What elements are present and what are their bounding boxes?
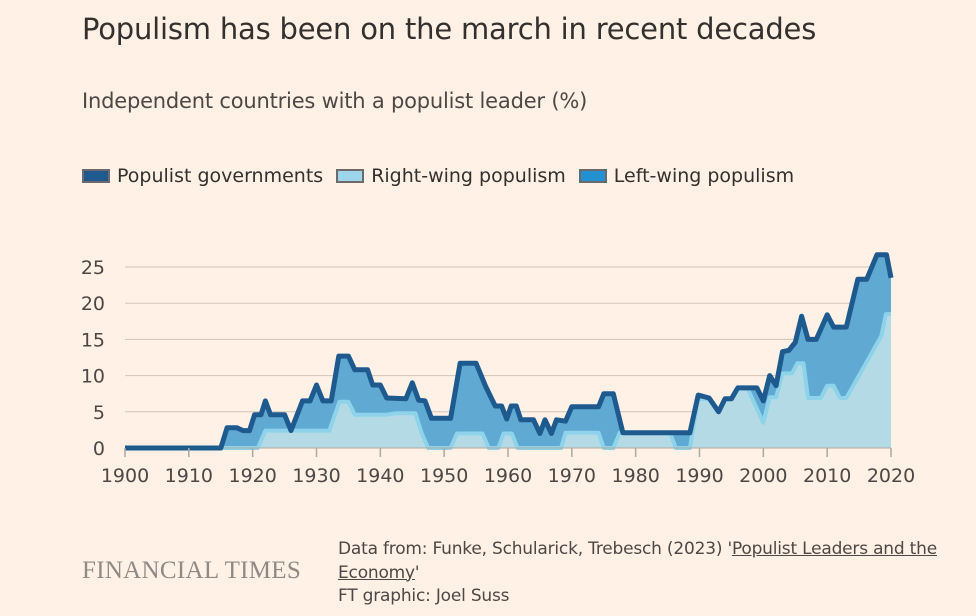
ft-logo: FINANCIAL TIMES <box>82 557 302 584</box>
x-tick-label: 1920 <box>228 465 276 487</box>
x-tick-label: 1960 <box>484 465 532 487</box>
y-tick-label: 5 <box>93 402 105 424</box>
x-tick-label: 2000 <box>739 465 787 487</box>
source-suffix: ' <box>414 562 420 583</box>
source-prefix: Data from: Funke, Schularick, Trebesch (… <box>338 539 732 559</box>
x-tick-label: 1930 <box>292 465 340 487</box>
x-tick-label: 1940 <box>356 465 404 487</box>
y-tick-label: 20 <box>81 293 105 315</box>
chart-areas <box>125 252 894 451</box>
legend-item-right-wing: Right-wing populism <box>336 165 566 187</box>
graphic-credit: FT graphic: Joel Suss <box>338 586 510 606</box>
source-note: Data from: Funke, Schularick, Trebesch (… <box>338 538 938 609</box>
populist-governments-line <box>125 252 894 451</box>
right-wing-populism-area <box>125 314 891 448</box>
legend-swatch-right-wing <box>336 169 365 183</box>
x-tick-label: 2010 <box>803 465 851 487</box>
y-tick-label: 10 <box>81 366 105 388</box>
x-tick-label: 1950 <box>420 465 468 487</box>
y-tick-label: 25 <box>81 257 105 279</box>
x-tick-label: 1990 <box>675 465 723 487</box>
y-tick-label: 0 <box>93 438 105 460</box>
legend-swatch-left-wing <box>578 169 607 183</box>
x-tick-label: 1910 <box>165 465 213 487</box>
legend-item-populist-governments: Populist governments <box>82 165 323 187</box>
chart-title: Populism has been on the march in recent… <box>82 12 817 46</box>
legend: Populist governments Right-wing populism… <box>82 165 807 187</box>
x-tick-label: 2020 <box>867 465 915 487</box>
x-tick-label: 1980 <box>611 465 659 487</box>
x-axis: 1900 1910 1920 1930 1940 1950 1960 1970 1980 1990… <box>101 448 915 487</box>
y-tick-label: 15 <box>81 329 105 351</box>
legend-label: Populist governments <box>117 165 324 187</box>
source-link[interactable]: Populist Leaders and the Economy <box>338 539 937 583</box>
legend-label: Left-wing populism <box>613 165 795 187</box>
y-axis: 0 5 10 15 20 25 <box>81 257 105 460</box>
gridlines <box>125 266 891 413</box>
legend-item-left-wing: Left-wing populism <box>578 165 795 187</box>
legend-label: Right-wing populism <box>371 165 566 187</box>
x-tick-label: 1970 <box>548 465 596 487</box>
chart-subtitle: Independent countries with a populist le… <box>82 89 588 113</box>
legend-swatch-populist-governments <box>82 169 110 183</box>
x-tick-label: 1900 <box>101 465 149 487</box>
